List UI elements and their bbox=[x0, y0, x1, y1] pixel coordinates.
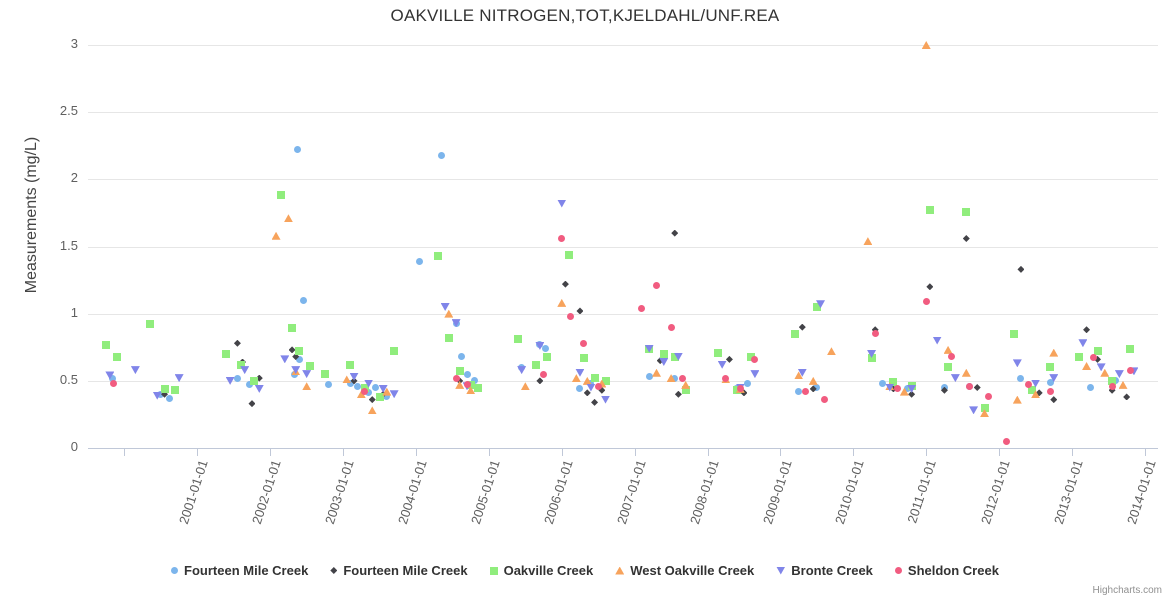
data-point-circle bbox=[871, 330, 879, 338]
legend-marker-icon bbox=[330, 567, 338, 574]
legend-item-4[interactable]: Bronte Creek bbox=[776, 563, 873, 578]
y-axis-title: Measurements (mg/L) bbox=[23, 136, 40, 294]
x-axis-tick bbox=[1145, 448, 1146, 456]
data-point-circle bbox=[463, 381, 471, 389]
data-point-circle bbox=[452, 374, 460, 382]
data-point-circle bbox=[110, 380, 117, 388]
legend-marker-icon bbox=[489, 566, 498, 575]
x-axis-tick-label: 2002-01-01 bbox=[249, 458, 285, 526]
x-axis-tick-label: 2012-01-01 bbox=[978, 458, 1013, 526]
data-point-circle bbox=[667, 323, 675, 331]
data-point-circle bbox=[1046, 388, 1054, 396]
legend-item-2[interactable]: Oakville Creek bbox=[489, 563, 594, 578]
data-point-circle bbox=[678, 374, 686, 382]
data-point-circle bbox=[751, 355, 759, 363]
data-point-circle bbox=[580, 339, 588, 347]
y-axis-tick-label: 1 bbox=[70, 304, 78, 320]
legend-marker-icon bbox=[776, 566, 786, 575]
x-axis-tick-label: 2004-01-01 bbox=[395, 458, 430, 526]
legend-label: Fourteen Mile Creek bbox=[184, 563, 309, 578]
y-axis-tick-label: 0.5 bbox=[59, 371, 78, 387]
data-point-circle bbox=[638, 304, 646, 312]
data-point-circle bbox=[966, 382, 974, 390]
x-axis-tick bbox=[780, 448, 781, 456]
y-axis-tick-label: 2 bbox=[70, 170, 78, 186]
x-axis-tick-label: 2006-01-01 bbox=[540, 458, 576, 526]
data-point-circle bbox=[984, 393, 992, 401]
data-point-circle bbox=[722, 374, 730, 382]
data-point-circle bbox=[361, 388, 369, 396]
legend-label: West Oakville Creek bbox=[630, 563, 755, 578]
highcharts-credit[interactable]: Highcharts.com bbox=[1092, 585, 1162, 596]
x-axis-tick bbox=[708, 448, 709, 456]
x-axis-tick bbox=[635, 448, 636, 456]
gridline bbox=[88, 45, 1158, 46]
data-point-circle bbox=[1024, 381, 1032, 389]
y-axis-tick-label: 1.5 bbox=[59, 237, 78, 253]
legend-marker-icon bbox=[615, 566, 625, 575]
gridline bbox=[88, 247, 1158, 248]
chart-title: OAKVILLE NITROGEN,TOT,KJELDAHL/UNF.REA bbox=[390, 6, 780, 25]
gridline bbox=[88, 112, 1158, 113]
x-axis-tick-label: 2013-01-01 bbox=[1051, 458, 1086, 526]
legend-label: Fourteen Mile Creek bbox=[343, 563, 468, 578]
legend-marker-icon bbox=[171, 567, 179, 574]
x-axis-tick-label: 2010-01-01 bbox=[832, 458, 868, 526]
x-axis-tick-label: 2007-01-01 bbox=[613, 458, 649, 526]
x-axis-line bbox=[88, 448, 1158, 449]
x-axis-tick bbox=[197, 448, 198, 456]
x-axis-tick-label: 2011-01-01 bbox=[904, 458, 940, 525]
x-axis-tick-label: 2008-01-01 bbox=[686, 458, 722, 526]
legend-item-1[interactable]: Fourteen Mile Creek bbox=[330, 563, 468, 578]
data-point-circle bbox=[1126, 366, 1134, 374]
y-axis-tick-label: 3 bbox=[70, 36, 78, 51]
data-point-circle bbox=[1002, 437, 1010, 445]
x-axis-tick bbox=[270, 448, 271, 456]
data-point-circle bbox=[653, 281, 661, 289]
series-5 bbox=[88, 45, 1158, 448]
legend-marker-icon bbox=[894, 567, 902, 574]
legend-label: Bronte Creek bbox=[791, 563, 873, 578]
legend-item-5[interactable]: Sheldon Creek bbox=[894, 563, 999, 578]
gridline bbox=[88, 314, 1158, 315]
x-axis-tick-label: 2009-01-01 bbox=[759, 458, 795, 526]
gridline bbox=[88, 179, 1158, 180]
x-axis-tick-label: 2014-01-01 bbox=[1123, 458, 1159, 526]
y-axis-tick-label: 0 bbox=[70, 439, 78, 454]
gridline bbox=[88, 381, 1158, 382]
legend-label: Sheldon Creek bbox=[907, 563, 999, 578]
data-point-circle bbox=[558, 234, 566, 242]
x-axis-tick-label: 2003-01-01 bbox=[322, 458, 357, 526]
data-point-circle bbox=[820, 396, 828, 404]
data-point-circle bbox=[893, 385, 901, 393]
x-axis-tick bbox=[926, 448, 927, 456]
data-point-circle bbox=[594, 382, 602, 390]
x-axis-tick-label: 2005-01-01 bbox=[467, 458, 503, 526]
chart-legend: Fourteen Mile Creek Fourteen Mile Creek Oa… bbox=[0, 563, 1170, 578]
data-point-circle bbox=[1108, 382, 1116, 390]
x-axis-tick bbox=[1072, 448, 1073, 456]
plot-area bbox=[88, 41, 1158, 448]
data-point-circle bbox=[540, 370, 548, 378]
data-point-circle bbox=[736, 385, 744, 393]
data-point-circle bbox=[922, 298, 930, 306]
x-axis-tick bbox=[489, 448, 490, 456]
data-point-circle bbox=[802, 388, 810, 396]
x-axis-tick-label: 2001-01-01 bbox=[176, 458, 212, 526]
x-axis-tick bbox=[562, 448, 563, 456]
x-axis-tick bbox=[343, 448, 344, 456]
data-point-circle bbox=[1090, 354, 1098, 362]
y-axis-tick-label: 2.5 bbox=[59, 103, 78, 119]
x-axis-tick bbox=[416, 448, 417, 456]
data-point-circle bbox=[948, 353, 956, 361]
legend-label: Oakville Creek bbox=[503, 563, 594, 578]
legend-item-0[interactable]: Fourteen Mile Creek bbox=[171, 563, 308, 578]
x-axis-tick bbox=[853, 448, 854, 456]
x-axis-tick bbox=[124, 448, 125, 456]
data-point-circle bbox=[567, 312, 575, 320]
legend-item-3[interactable]: West Oakville Creek bbox=[615, 563, 754, 578]
x-axis-tick bbox=[999, 448, 1000, 456]
